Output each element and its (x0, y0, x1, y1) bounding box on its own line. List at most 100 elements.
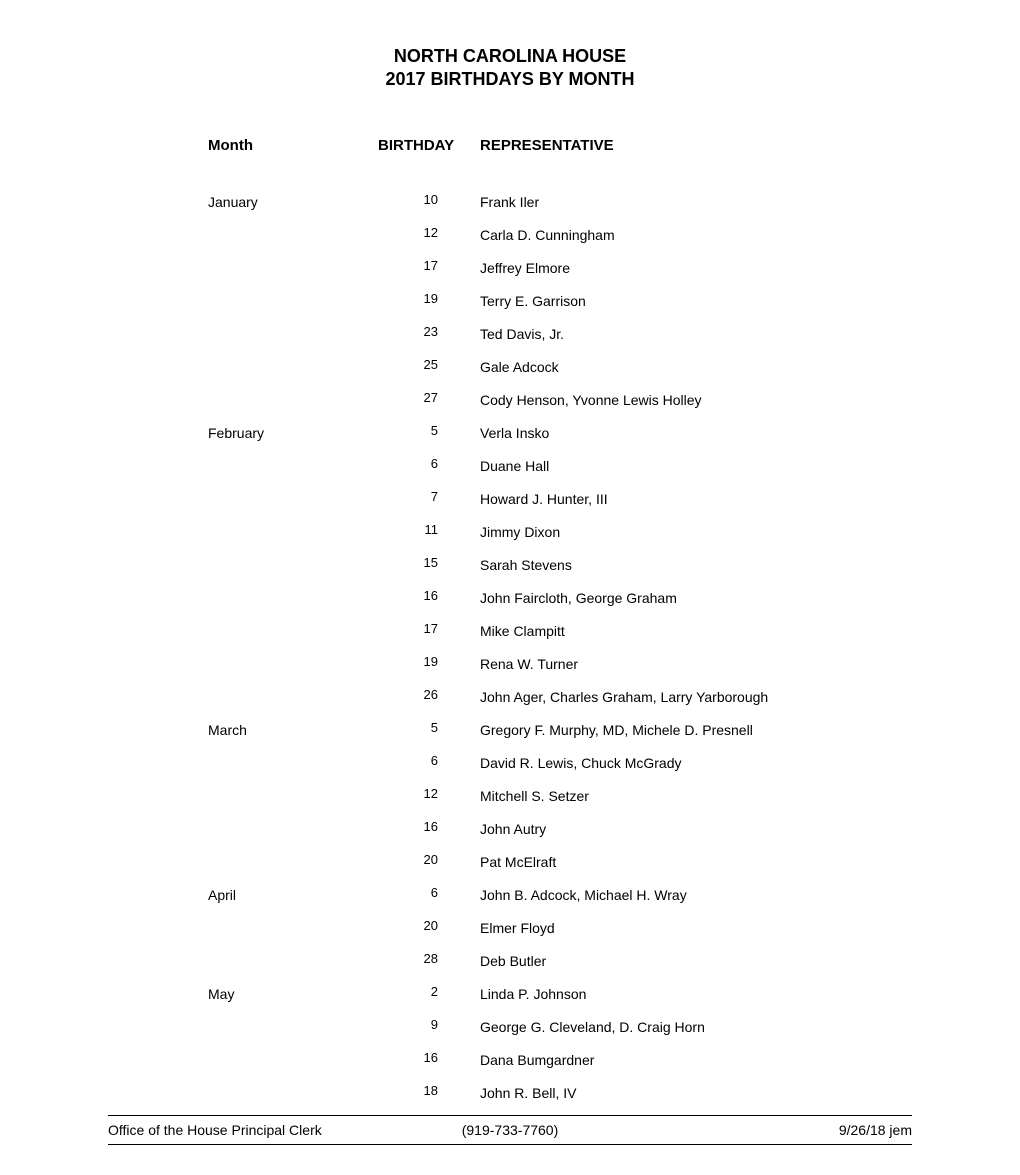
cell-month (208, 786, 378, 788)
cell-month (208, 456, 378, 458)
footer-left: Office of the House Principal Clerk (108, 1122, 376, 1138)
cell-month (208, 225, 378, 227)
cell-month: April (208, 885, 378, 903)
table-row: 25Gale Adcock (208, 357, 912, 390)
cell-month (208, 324, 378, 326)
cell-birthday: 9 (378, 1017, 438, 1032)
table-row: 19Rena W. Turner (208, 654, 912, 687)
cell-birthday: 23 (378, 324, 438, 339)
table-row: January10 Frank Iler (208, 192, 912, 225)
cell-month (208, 390, 378, 392)
footer-rule-bottom (108, 1144, 912, 1145)
table-row: 18John R. Bell, IV (208, 1083, 912, 1116)
cell-representative: Howard J. Hunter, III (480, 489, 912, 507)
footer-row: Office of the House Principal Clerk (919… (108, 1116, 912, 1144)
cell-representative: Gale Adcock (480, 357, 912, 375)
cell-month (208, 1083, 378, 1085)
cell-representative: John B. Adcock, Michael H. Wray (480, 885, 912, 903)
document-page: NORTH CAROLINA HOUSE 2017 BIRTHDAYS BY M… (0, 0, 1020, 1175)
table-row: 17Mike Clampitt (208, 621, 912, 654)
cell-birthday: 18 (378, 1083, 438, 1098)
table-row: 20Pat McElraft (208, 852, 912, 885)
cell-representative: Duane Hall (480, 456, 912, 474)
cell-month (208, 687, 378, 689)
title-line-1: NORTH CAROLINA HOUSE (108, 45, 912, 68)
cell-birthday: 12 (378, 786, 438, 801)
cell-birthday: 10 (378, 192, 438, 207)
cell-month (208, 654, 378, 656)
cell-month (208, 588, 378, 590)
table-row: 19 Terry E. Garrison (208, 291, 912, 324)
cell-month (208, 1017, 378, 1019)
cell-representative: John Ager, Charles Graham, Larry Yarboro… (480, 687, 912, 705)
table-row: 12 Mitchell S. Setzer (208, 786, 912, 819)
cell-representative: Elmer Floyd (480, 918, 912, 936)
cell-birthday: 28 (378, 951, 438, 966)
table-row: 7 Howard J. Hunter, III (208, 489, 912, 522)
cell-month (208, 918, 378, 920)
cell-birthday: 16 (378, 588, 438, 603)
cell-representative: Cody Henson, Yvonne Lewis Holley (480, 390, 912, 408)
table-row: 23 Ted Davis, Jr. (208, 324, 912, 357)
cell-birthday: 20 (378, 918, 438, 933)
cell-representative: Jimmy Dixon (480, 522, 912, 540)
table-content: Month BIRTHDAY REPRESENTATIVE January10F… (108, 137, 912, 1116)
table-row: 17Jeffrey Elmore (208, 258, 912, 291)
cell-birthday: 2 (378, 984, 438, 999)
table-row: 16 John Autry (208, 819, 912, 852)
cell-month: January (208, 192, 378, 210)
table-row: February5 Verla Insko (208, 423, 912, 456)
cell-representative: John Autry (480, 819, 912, 837)
cell-representative: George G. Cleveland, D. Craig Horn (480, 1017, 912, 1035)
cell-month (208, 258, 378, 260)
cell-representative: Mitchell S. Setzer (480, 786, 912, 804)
cell-representative: Frank Iler (480, 192, 912, 210)
cell-birthday: 6 (378, 456, 438, 471)
table-body: January10Frank Iler12Carla D. Cunningham… (208, 192, 912, 1116)
cell-birthday: 26 (378, 687, 438, 702)
header-birthday: BIRTHDAY (378, 137, 480, 154)
cell-representative: Linda P. Johnson (480, 984, 912, 1002)
title-line-2: 2017 BIRTHDAYS BY MONTH (108, 68, 912, 91)
table-row: May2 Linda P. Johnson (208, 984, 912, 1017)
cell-birthday: 5 (378, 720, 438, 735)
table-row: 16 Dana Bumgardner (208, 1050, 912, 1083)
cell-representative: Gregory F. Murphy, MD, Michele D. Presne… (480, 720, 912, 738)
cell-representative: Verla Insko (480, 423, 912, 441)
table-row: 9 George G. Cleveland, D. Craig Horn (208, 1017, 912, 1050)
table-row: 6David R. Lewis, Chuck McGrady (208, 753, 912, 786)
cell-representative: Sarah Stevens (480, 555, 912, 573)
cell-month: March (208, 720, 378, 738)
cell-birthday: 16 (378, 1050, 438, 1065)
table-row: 12Carla D. Cunningham (208, 225, 912, 258)
cell-month (208, 522, 378, 524)
cell-birthday: 15 (378, 555, 438, 570)
table-row: April6John B. Adcock, Michael H. Wray (208, 885, 912, 918)
page-footer: Office of the House Principal Clerk (919… (108, 1115, 912, 1145)
cell-birthday: 5 (378, 423, 438, 438)
cell-birthday: 17 (378, 258, 438, 273)
header-representative: REPRESENTATIVE (480, 137, 912, 154)
cell-birthday: 20 (378, 852, 438, 867)
footer-right: 9/26/18 jem (644, 1122, 912, 1138)
cell-month: February (208, 423, 378, 441)
cell-birthday: 6 (378, 753, 438, 768)
cell-month (208, 819, 378, 821)
cell-birthday: 27 (378, 390, 438, 405)
cell-month (208, 621, 378, 623)
cell-representative: Terry E. Garrison (480, 291, 912, 309)
table-row: 16John Faircloth, George Graham (208, 588, 912, 621)
cell-representative: Dana Bumgardner (480, 1050, 912, 1068)
table-row: 15 Sarah Stevens (208, 555, 912, 588)
cell-representative: Ted Davis, Jr. (480, 324, 912, 342)
cell-birthday: 19 (378, 291, 438, 306)
cell-representative: Carla D. Cunningham (480, 225, 912, 243)
cell-month: May (208, 984, 378, 1002)
table-row: 28 Deb Butler (208, 951, 912, 984)
cell-representative: Deb Butler (480, 951, 912, 969)
cell-month (208, 291, 378, 293)
cell-birthday: 16 (378, 819, 438, 834)
footer-center: (919-733-7760) (376, 1122, 644, 1138)
cell-birthday: 7 (378, 489, 438, 504)
document-title: NORTH CAROLINA HOUSE 2017 BIRTHDAYS BY M… (108, 45, 912, 92)
